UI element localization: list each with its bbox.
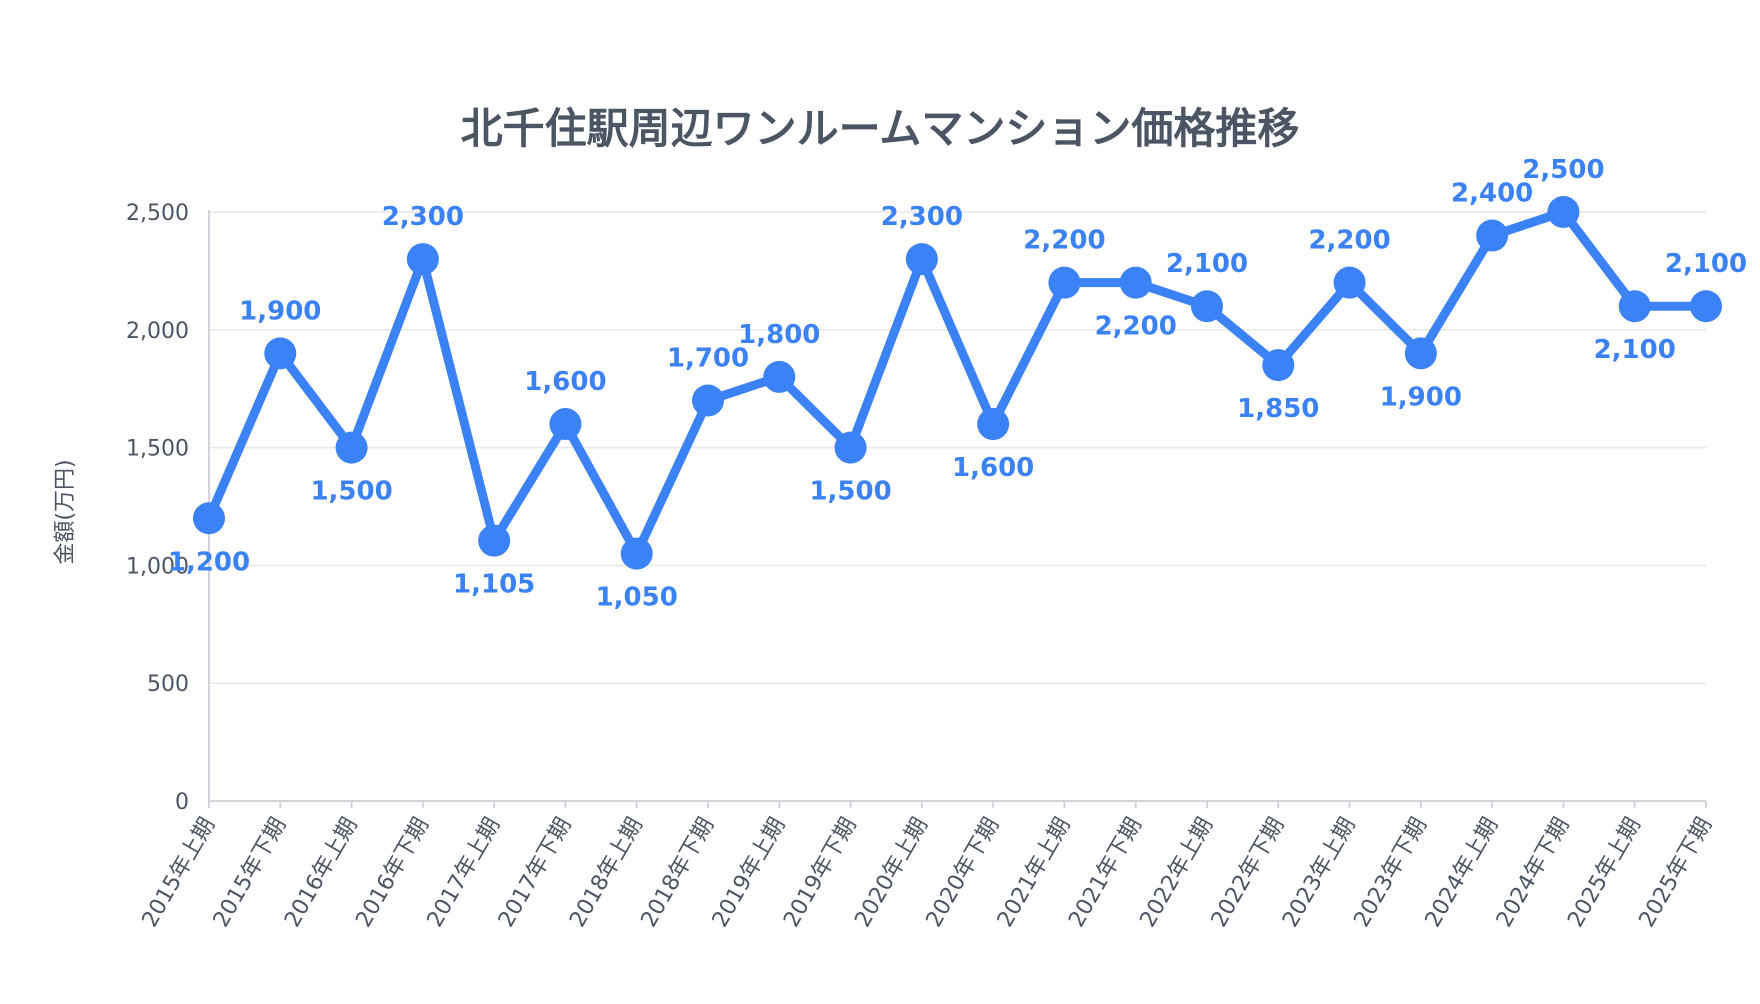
data-point <box>905 243 938 276</box>
data-point <box>1618 290 1651 323</box>
data-point <box>1333 266 1366 299</box>
data-label: 2,400 <box>1451 179 1533 209</box>
data-point <box>692 384 724 417</box>
x-tick-label: 2020年上期 <box>850 814 933 932</box>
data-point <box>1119 266 1152 299</box>
data-point <box>1262 349 1295 382</box>
data-point <box>264 337 297 370</box>
data-label: 2,500 <box>1522 155 1604 185</box>
data-point <box>478 524 511 557</box>
data-label: 1,050 <box>596 583 678 613</box>
data-label: 1,105 <box>453 570 535 600</box>
x-tick-label: 2019年上期 <box>708 814 791 932</box>
data-label: 2,200 <box>1023 226 1105 256</box>
x-tick-label: 2025年上期 <box>1563 814 1646 932</box>
data-point <box>977 408 1010 441</box>
data-label: 1,600 <box>524 367 606 397</box>
x-tick-label: 2019年下期 <box>779 814 862 932</box>
data-point <box>335 431 368 464</box>
data-point <box>1048 266 1081 299</box>
x-tick-label: 2015年下期 <box>209 814 292 932</box>
series-line <box>204 207 1711 559</box>
data-label: 1,900 <box>239 296 321 326</box>
x-tick-label: 2023年上期 <box>1278 814 1361 932</box>
series-layer <box>193 196 1722 570</box>
data-label: 1,900 <box>1380 382 1462 412</box>
data-label: 2,100 <box>1166 249 1248 279</box>
data-point <box>620 537 653 570</box>
x-tick-label: 2023年下期 <box>1349 814 1432 932</box>
x-tick-label: 2016年下期 <box>351 814 434 932</box>
y-tick-label: 1,000 <box>126 554 189 579</box>
x-tick-label: 2024年下期 <box>1492 814 1575 932</box>
x-tick-label: 2021年下期 <box>1064 814 1147 932</box>
x-tick-label: 2017年上期 <box>423 814 506 932</box>
x-tick-label: 2017年下期 <box>494 814 577 932</box>
data-point <box>193 502 225 535</box>
x-tick-label: 2018年下期 <box>637 814 720 932</box>
data-label: 2,100 <box>1665 249 1747 279</box>
x-tick-label: 2020年下期 <box>922 813 1005 931</box>
label-layer: 1,200 1,900 1,500 2,300 1,105 1,600 1,050 1,700… <box>168 155 1747 613</box>
data-label: 2,300 <box>382 202 464 232</box>
data-point <box>1690 290 1722 323</box>
data-label: 2,200 <box>1095 312 1177 342</box>
data-label: 1,500 <box>809 477 891 507</box>
data-label: 1,700 <box>667 343 749 373</box>
data-point <box>1404 337 1437 370</box>
data-point <box>834 431 867 464</box>
y-tick-label: 0 <box>175 790 189 815</box>
x-tick-label: 2021年上期 <box>993 814 1076 932</box>
data-label: 1,800 <box>738 320 820 350</box>
x-tick-label: 2018年上期 <box>565 814 648 932</box>
data-point <box>1547 196 1580 228</box>
x-tick-label: 2022年下期 <box>1207 814 1290 932</box>
data-label: 2,300 <box>881 202 963 232</box>
y-tick-label: 1,500 <box>126 437 189 462</box>
data-label: 2,100 <box>1594 335 1676 365</box>
data-label: 1,600 <box>952 453 1034 483</box>
x-tick-label: 2024年上期 <box>1421 814 1504 932</box>
data-point <box>763 360 796 393</box>
data-point <box>406 243 439 276</box>
x-tick-label: 2015年上期 <box>138 814 221 932</box>
x-tick-label: 2022年上期 <box>1136 814 1219 932</box>
data-point <box>1476 219 1509 252</box>
data-point <box>549 408 582 441</box>
grid-layer <box>209 211 1706 684</box>
y-tick-label: 500 <box>147 672 189 697</box>
data-label: 1,850 <box>1237 394 1319 424</box>
data-label: 1,200 <box>168 547 250 577</box>
chart-title: 北千住駅周辺ワンルームマンション価格推移 <box>460 104 1300 153</box>
y-tick-label: 2,500 <box>126 201 189 226</box>
data-label: 2,200 <box>1308 226 1390 256</box>
x-tick-label: 2016年上期 <box>280 814 363 932</box>
data-label: 1,500 <box>310 477 392 507</box>
data-point <box>1191 290 1223 323</box>
axis-layer: 05001,0001,5002,0002,5002015年上期2015年下期20… <box>126 201 1717 932</box>
y-tick-label: 2,000 <box>126 319 189 344</box>
y-axis-title: 金額(万円) <box>53 459 78 564</box>
x-tick-label: 2025年下期 <box>1635 814 1718 932</box>
